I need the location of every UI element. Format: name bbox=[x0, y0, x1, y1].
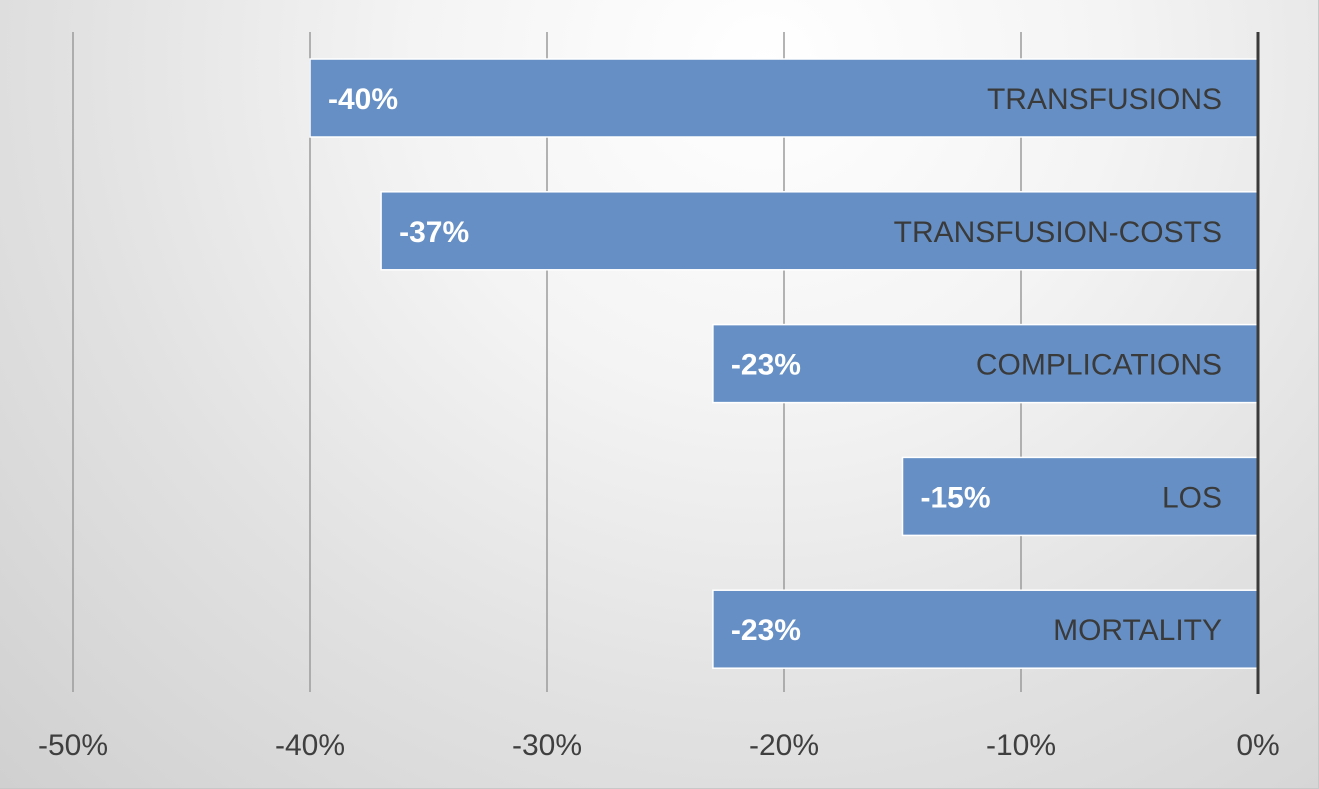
x-tick-label: -20% bbox=[749, 729, 819, 762]
bar-los bbox=[901, 456, 1259, 537]
labels: -50% -40% -30% -20% -10% 0% -40% TRANSFUSIONS -3… bbox=[38, 83, 1280, 762]
bar-complications bbox=[712, 323, 1259, 404]
category-label: TRANSFUSION-COSTS bbox=[894, 216, 1222, 249]
x-tick-label: -30% bbox=[512, 729, 582, 762]
value-label: -23% bbox=[731, 349, 801, 382]
category-label: COMPLICATIONS bbox=[976, 349, 1222, 382]
bar-transfusions bbox=[309, 58, 1259, 138]
category-label: TRANSFUSIONS bbox=[987, 83, 1222, 116]
x-tick-label: -50% bbox=[38, 729, 108, 762]
value-label: -23% bbox=[731, 614, 801, 647]
x-tick-label: -10% bbox=[986, 729, 1056, 762]
bar-mortality bbox=[712, 589, 1259, 669]
bars bbox=[309, 58, 1259, 669]
bar-transfusion-costs bbox=[380, 191, 1259, 271]
value-label: -40% bbox=[328, 83, 398, 116]
value-label: -15% bbox=[921, 481, 991, 514]
category-label: MORTALITY bbox=[1053, 614, 1222, 647]
value-label: -37% bbox=[399, 216, 469, 249]
x-tick-label: 0% bbox=[1236, 729, 1279, 762]
category-label: LOS bbox=[1162, 481, 1222, 514]
x-tick-label: -40% bbox=[275, 729, 345, 762]
